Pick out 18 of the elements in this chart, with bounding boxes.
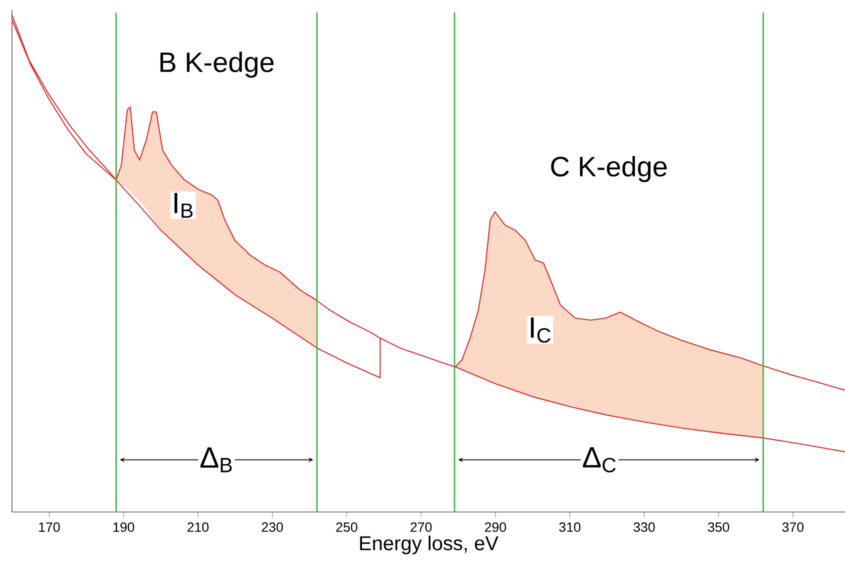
x-tick-label: 230 [262,522,283,532]
x-tick-label: 250 [336,522,358,532]
annotation: Δ$_{C}$ [582,447,616,472]
x-tick-label: 170 [39,522,60,532]
x-tick-label: 270 [410,522,432,532]
annotation: I$_{B}$ [174,192,193,218]
annotation: B K-edge [160,52,274,78]
x-tick-label: 370 [782,522,804,532]
x-tick-label: 210 [187,522,209,532]
annotation: I$_{C}$ [530,317,550,343]
annotation: C K-edge [551,156,667,182]
x-tick-label: 330 [634,522,655,532]
x-tick-label: 310 [559,522,580,532]
x-tick-label: 190 [113,522,134,532]
x-tick-label: 290 [484,522,506,532]
x-axis-title: Energy loss, eV [360,536,498,554]
x-tick-label: 350 [708,522,730,532]
annotation: Δ$_{B}$ [200,447,232,472]
